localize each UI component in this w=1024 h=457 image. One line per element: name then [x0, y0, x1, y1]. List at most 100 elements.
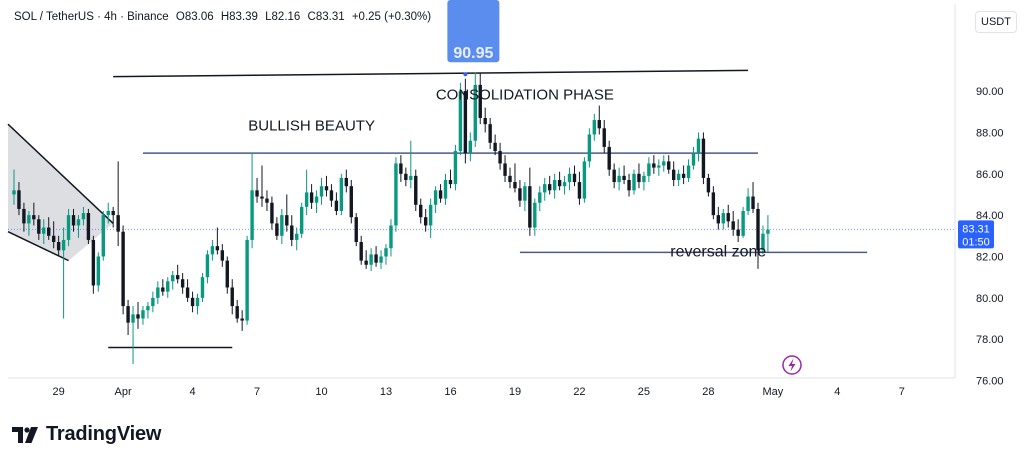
candle-body[interactable] — [76, 219, 81, 226]
candle-body[interactable] — [423, 217, 428, 226]
candle-body[interactable] — [612, 169, 616, 183]
candle-body[interactable] — [344, 177, 349, 187]
candle-body[interactable] — [200, 277, 205, 298]
candle-body[interactable] — [141, 310, 145, 319]
candle-body[interactable] — [404, 173, 408, 180]
candle-body[interactable] — [632, 173, 636, 191]
candle-body[interactable] — [285, 215, 289, 226]
candle-body[interactable] — [691, 153, 696, 166]
candle-body[interactable] — [676, 173, 681, 180]
candle-body[interactable] — [299, 206, 304, 234]
candle-body[interactable] — [215, 246, 220, 251]
candle-body[interactable] — [364, 260, 368, 265]
candle-body[interactable] — [662, 161, 666, 166]
candle-body[interactable] — [587, 134, 592, 162]
candle-body[interactable] — [518, 188, 522, 201]
candle-body[interactable] — [409, 175, 413, 180]
candle-body[interactable] — [131, 314, 135, 323]
candle-body[interactable] — [47, 227, 51, 236]
candle-body[interactable] — [503, 163, 507, 176]
candle-body[interactable] — [622, 175, 626, 180]
candle-body[interactable] — [116, 215, 120, 232]
candle-body[interactable] — [642, 175, 646, 183]
candle-body[interactable] — [126, 306, 130, 323]
candle-body[interactable] — [711, 192, 716, 216]
candle-body[interactable] — [508, 175, 512, 183]
candle-body[interactable] — [701, 138, 706, 178]
candle-body[interactable] — [741, 211, 745, 236]
candle-body[interactable] — [161, 287, 165, 292]
candle-body[interactable] — [493, 142, 497, 152]
candle-body[interactable] — [220, 250, 225, 261]
candle-body[interactable] — [56, 242, 61, 251]
candle-body[interactable] — [557, 179, 562, 187]
candle-body[interactable] — [61, 239, 66, 251]
annotation-label[interactable]: CONSOLIDATION PHASE — [436, 86, 614, 103]
candle-body[interactable] — [379, 256, 383, 263]
candle-body[interactable] — [270, 202, 274, 224]
candle-body[interactable] — [547, 184, 552, 191]
candle-body[interactable] — [552, 179, 557, 191]
candle-body[interactable] — [255, 190, 259, 197]
candle-body[interactable] — [414, 175, 418, 205]
candle-body[interactable] — [726, 213, 730, 222]
candle-body[interactable] — [32, 215, 36, 220]
candle-body[interactable] — [369, 254, 373, 265]
candle-body[interactable] — [731, 221, 735, 230]
candle-body[interactable] — [746, 196, 750, 211]
candle-body[interactable] — [121, 231, 125, 307]
candle-body[interactable] — [101, 215, 105, 257]
candle-body[interactable] — [339, 177, 344, 211]
candle-body[interactable] — [349, 186, 353, 218]
candle-body[interactable] — [275, 223, 279, 236]
candle-body[interactable] — [736, 229, 740, 236]
candle-body[interactable] — [538, 192, 542, 203]
candle-body[interactable] — [37, 219, 41, 234]
candle-body[interactable] — [582, 161, 587, 199]
candle-body[interactable] — [433, 190, 438, 205]
candle-body[interactable] — [166, 281, 170, 292]
candle-body[interactable] — [329, 190, 334, 201]
candle-body[interactable] — [443, 179, 448, 199]
candle-body[interactable] — [250, 190, 254, 240]
candle-body[interactable] — [235, 306, 239, 319]
candle-body[interactable] — [146, 306, 150, 311]
candle-body[interactable] — [756, 208, 760, 251]
candle-body[interactable] — [513, 182, 517, 189]
candle-body[interactable] — [419, 204, 423, 218]
candle-body[interactable] — [448, 179, 453, 185]
candle-body[interactable] — [86, 213, 91, 240]
candle-body[interactable] — [374, 254, 378, 263]
channel-upper-line[interactable] — [7, 123, 114, 224]
descending-channel[interactable] — [8, 124, 114, 261]
candle-body[interactable] — [280, 215, 284, 236]
candle-body[interactable] — [394, 163, 398, 226]
candle-body[interactable] — [304, 192, 309, 207]
candle-body[interactable] — [359, 242, 363, 261]
resistance-trendline[interactable] — [113, 69, 749, 78]
candle-body[interactable] — [96, 256, 101, 286]
candle-body[interactable] — [488, 124, 492, 143]
candle-body[interactable] — [498, 151, 502, 164]
candle-body[interactable] — [528, 186, 532, 228]
candle-body[interactable] — [592, 120, 597, 135]
candle-body[interactable] — [671, 169, 676, 180]
candle-body[interactable] — [438, 190, 443, 199]
candle-body[interactable] — [22, 208, 26, 224]
candle-body[interactable] — [696, 138, 701, 154]
candle-body[interactable] — [637, 173, 641, 183]
candle-body[interactable] — [647, 163, 651, 176]
candle-body[interactable] — [533, 202, 537, 228]
candle-body[interactable] — [290, 225, 294, 240]
candle-body[interactable] — [453, 151, 458, 185]
currency-button[interactable]: USDT — [975, 11, 1017, 33]
candle-body[interactable] — [597, 120, 601, 129]
candle-body[interactable] — [151, 297, 155, 307]
candle-body[interactable] — [483, 117, 487, 125]
candle-body[interactable] — [463, 91, 468, 154]
candle-body[interactable] — [602, 128, 606, 147]
candle-body[interactable] — [81, 213, 86, 220]
candle-body[interactable] — [314, 196, 319, 203]
candle-body[interactable] — [716, 215, 721, 224]
